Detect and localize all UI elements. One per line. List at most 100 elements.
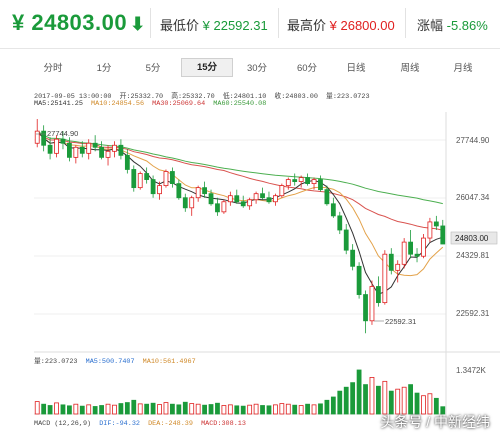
- ma5-line: [36, 130, 443, 295]
- macd-dea: DEA:-248.39: [148, 420, 193, 428]
- candle-body: [318, 179, 323, 191]
- volume-bar: [388, 390, 394, 415]
- volume-bar: [202, 404, 207, 415]
- info-ma60: MA60:25540.08: [213, 100, 267, 108]
- candle-body: [330, 203, 336, 217]
- candle-body: [337, 215, 343, 231]
- price-axis: 27744.90 26047.34 24329.81 22592.31 2480…: [450, 136, 498, 375]
- candle-body: [227, 195, 233, 203]
- current-price-tag: 24803.00: [455, 234, 489, 243]
- volume-bar: [182, 401, 188, 415]
- tab-1min[interactable]: 1分: [96, 63, 112, 74]
- volume-bar: [395, 388, 401, 415]
- low-price-label: 最低价: [160, 18, 200, 33]
- high-price-label: 最高价: [287, 18, 327, 33]
- volume-tick: 1.3472K: [456, 366, 486, 375]
- candle-body: [99, 146, 104, 158]
- volume-bar: [266, 405, 272, 415]
- candle-body: [189, 197, 195, 209]
- candle-body: [195, 187, 201, 199]
- low-price-stat: 最低价 ¥ 22592.31: [160, 15, 268, 34]
- candle-body: [395, 263, 401, 271]
- info-low: 低:24801.10: [222, 93, 267, 101]
- candle-body: [92, 142, 98, 148]
- candle-body: [350, 249, 356, 267]
- candle-body: [253, 193, 259, 201]
- tab-monthly[interactable]: 月线: [453, 63, 473, 74]
- volume-bar: [240, 405, 246, 415]
- candle-body: [273, 195, 278, 203]
- candle-body: [34, 130, 40, 144]
- current-price: ¥ 24803.00 ⬇: [12, 10, 146, 36]
- tab-5min[interactable]: 5分: [145, 63, 161, 74]
- volume-bar: [176, 404, 182, 415]
- candle-body: [73, 146, 79, 158]
- volume-bar: [144, 403, 150, 415]
- volume-bar: [67, 405, 72, 415]
- vol-info-ma10: MA10:561.4967: [142, 358, 196, 366]
- volume-bar: [79, 405, 85, 415]
- volume-bar: [170, 403, 175, 415]
- candle-body: [440, 225, 446, 245]
- low-price-value: ¥ 22592.31: [202, 18, 268, 33]
- volume-bar: [311, 404, 317, 415]
- tab-30min[interactable]: 30分: [246, 63, 268, 74]
- volume-bar: [318, 403, 323, 415]
- candle-body: [86, 142, 92, 154]
- candle-body: [382, 253, 388, 304]
- candle-body: [266, 197, 272, 203]
- volume-bar: [356, 369, 362, 415]
- candle-body: [343, 229, 349, 251]
- volume-bar: [427, 393, 433, 415]
- candle-body: [356, 265, 362, 295]
- tab-weekly[interactable]: 周线: [400, 63, 420, 74]
- candle-body: [388, 253, 394, 271]
- candle-body: [408, 241, 413, 255]
- macd-info-line: MACD (12,26,9) DIF:-94.32 DEA:-248.39 MA…: [34, 420, 250, 428]
- volume-bar: [73, 403, 79, 415]
- volume-bar: [433, 397, 439, 415]
- info-volume: 量:223.0723: [326, 93, 370, 101]
- macd-value: MACD:308.13: [201, 420, 246, 428]
- change-label: 涨幅: [417, 18, 444, 33]
- volume-bar: [221, 405, 227, 415]
- tab-timeshare[interactable]: 分时: [43, 63, 63, 74]
- candle-body: [234, 195, 240, 203]
- candle-body: [305, 177, 310, 184]
- volume-bar: [124, 402, 130, 415]
- candle-body: [311, 179, 317, 184]
- volume-bar: [369, 377, 375, 415]
- high-price-value: ¥ 26800.00: [329, 18, 395, 33]
- volume-bar: [195, 403, 201, 415]
- volume-bar: [54, 402, 59, 415]
- candle-body: [124, 154, 130, 170]
- candle-body: [221, 201, 227, 213]
- info-open: 开:25332.70: [119, 93, 164, 101]
- candle-body: [285, 179, 291, 187]
- volume-bar: [350, 382, 356, 415]
- volume-bar: [401, 386, 407, 415]
- volume-bar: [41, 403, 47, 415]
- price-tick: 24329.81: [456, 251, 490, 260]
- volume-bar: [247, 404, 253, 415]
- candle-body: [247, 199, 253, 207]
- vol-info-volume: 量:223.0723: [34, 358, 78, 366]
- tab-daily[interactable]: 日线: [346, 63, 366, 74]
- candle-body: [79, 146, 85, 154]
- info-close: 收:24803.00: [274, 93, 318, 101]
- extreme-annotations: 27744.90 22592.31: [36, 129, 416, 326]
- info-ma10: MA10:24854.56: [91, 100, 145, 108]
- volume-bar: [440, 406, 446, 415]
- tab-60min[interactable]: 60分: [296, 63, 318, 74]
- change-value: -5.86%: [446, 18, 488, 33]
- candle-body: [215, 203, 220, 213]
- price-tick: 22592.31: [456, 309, 490, 318]
- candle-body: [240, 201, 246, 207]
- candle-body: [298, 177, 304, 182]
- tab-15min[interactable]: 15分: [181, 58, 233, 77]
- down-arrow-icon: ⬇: [130, 14, 146, 34]
- price-header: ¥ 24803.00 ⬇ 最低价 ¥ 22592.31 最高价 ¥ 26800.0…: [0, 0, 500, 49]
- info-time: 2017-09-05 13:00:00: [34, 93, 112, 101]
- volume-bar: [163, 402, 169, 415]
